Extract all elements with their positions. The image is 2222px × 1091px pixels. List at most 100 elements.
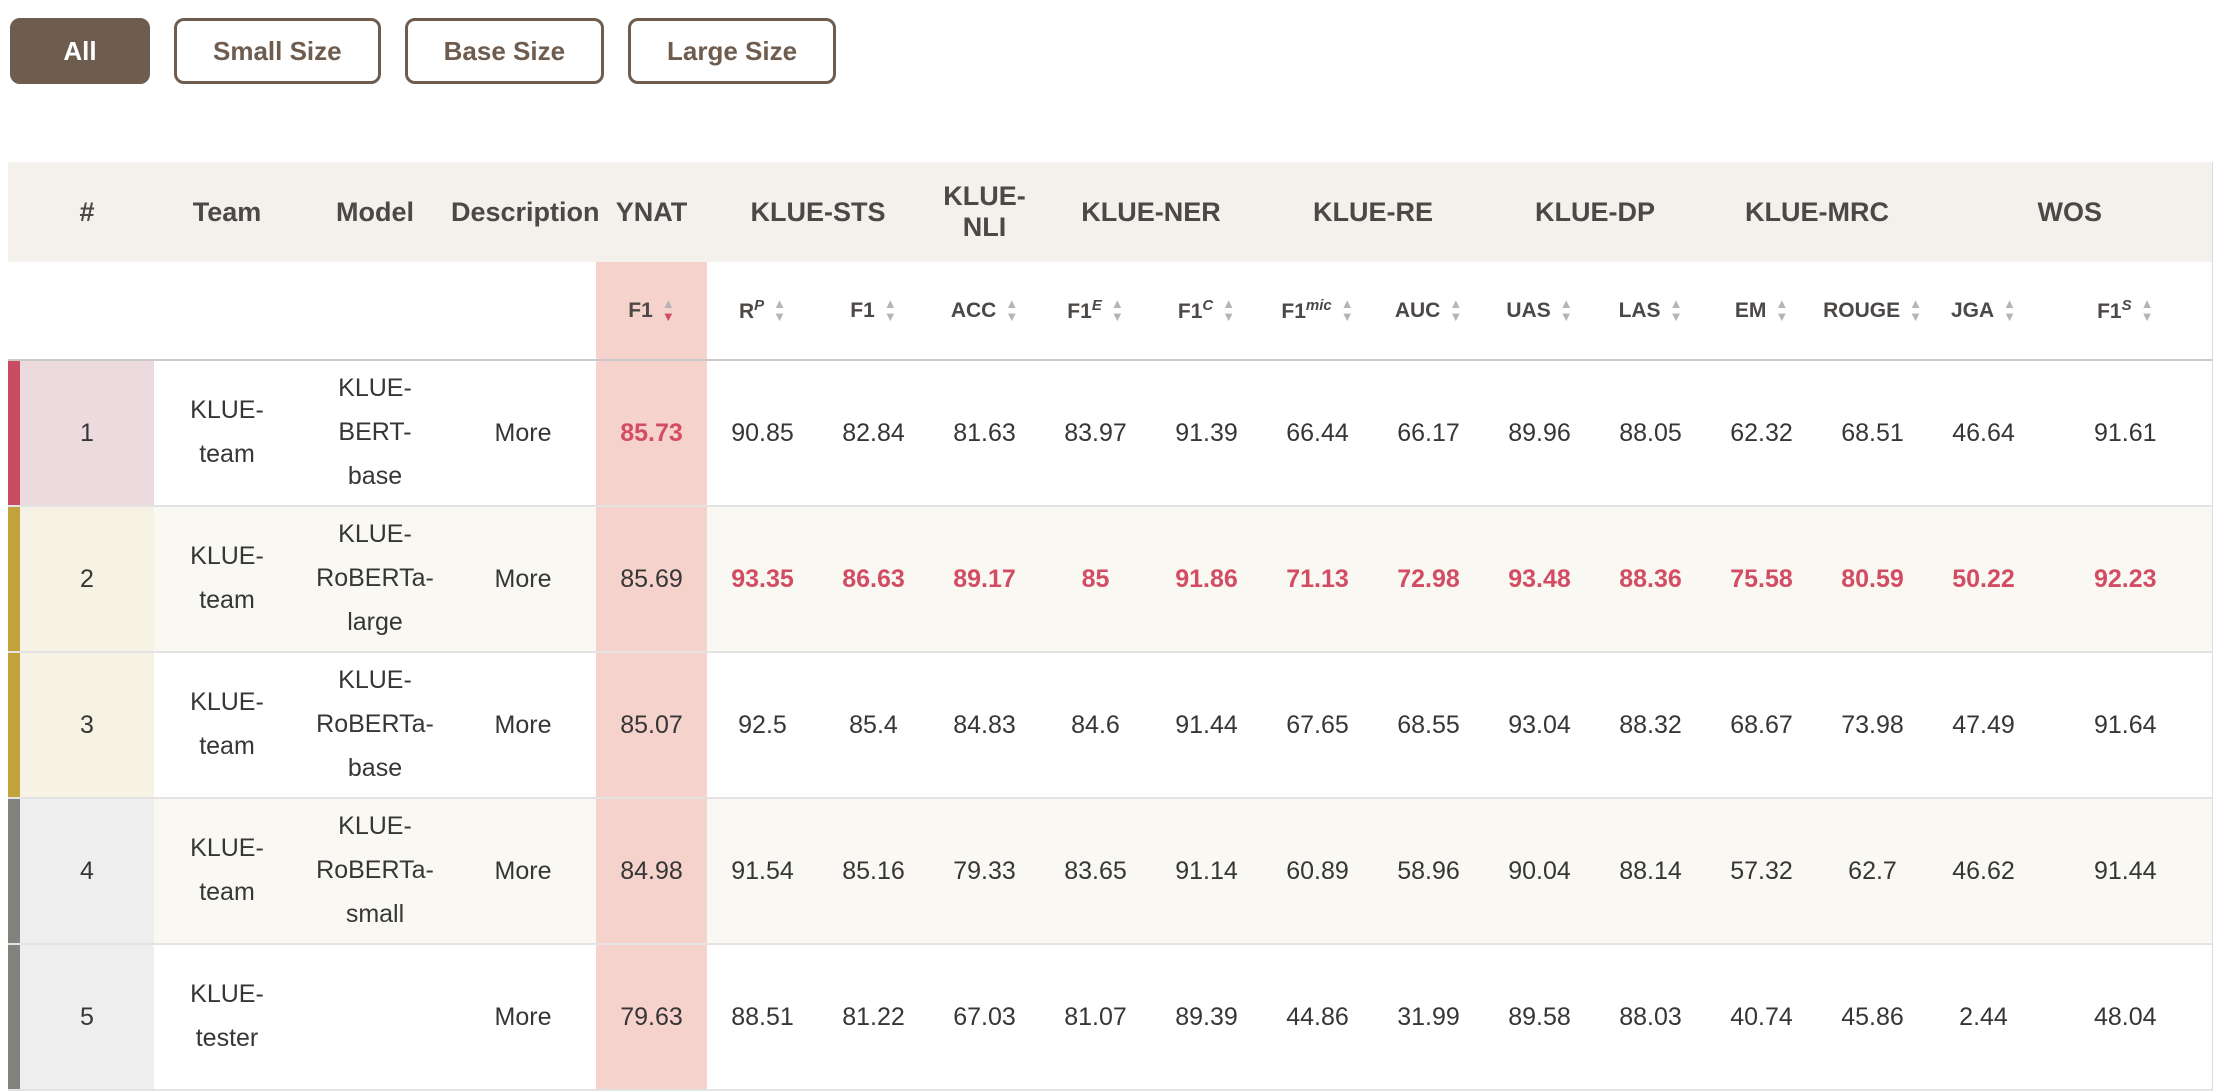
metric-header-content: JGA ▲ ▼ [1929, 296, 2038, 324]
filter-button-all[interactable]: All [10, 18, 150, 84]
description-cell: More [450, 652, 596, 799]
sort-desc-icon[interactable]: ▼ [1775, 309, 1789, 324]
value-cell: 71.13 [1262, 506, 1373, 653]
metric-label: F1S [2097, 297, 2132, 323]
sort-desc-icon[interactable]: ▼ [1559, 309, 1573, 324]
sort-desc-icon[interactable]: ▼ [1005, 309, 1019, 324]
sort-control[interactable]: ▲ ▼ [1222, 296, 1236, 324]
sort-control[interactable]: ▲ ▼ [1669, 296, 1683, 324]
filter-button-small-size[interactable]: Small Size [174, 18, 381, 84]
sort-desc-icon[interactable]: ▼ [773, 309, 787, 324]
description-more-link[interactable]: More [494, 1002, 552, 1031]
sort-desc-icon[interactable]: ▼ [1449, 309, 1463, 324]
sort-asc-icon[interactable]: ▲ [773, 296, 787, 311]
filter-button-base-size[interactable]: Base Size [404, 18, 605, 84]
metric-header-content: F1 ▲ ▼ [597, 296, 706, 324]
sort-control[interactable]: ▲ ▼ [1559, 296, 1573, 324]
description-more-link[interactable]: More [494, 418, 552, 447]
value-cell: 88.14 [1595, 798, 1706, 945]
description-cell: More [450, 798, 596, 945]
sort-control[interactable]: ▲ ▼ [1110, 296, 1124, 324]
metric-row-spacer [8, 262, 596, 361]
sort-desc-icon[interactable]: ▼ [661, 309, 675, 324]
sort-desc-icon[interactable]: ▼ [1669, 309, 1683, 324]
sort-control[interactable]: ▲ ▼ [1005, 296, 1019, 324]
sort-control[interactable]: ▲ ▼ [1775, 296, 1789, 324]
metric-header-f1s-13[interactable]: F1S ▲ ▼ [2039, 262, 2213, 361]
sort-asc-icon[interactable]: ▲ [2140, 296, 2154, 311]
metric-header-auc-7[interactable]: AUC ▲ ▼ [1373, 262, 1484, 361]
sort-control[interactable]: ▲ ▼ [1340, 296, 1354, 324]
value-cell: 93.35 [707, 506, 818, 653]
team-cell: KLUE-team [154, 506, 300, 653]
metric-header-rouge-11[interactable]: ROUGE ▲ ▼ [1817, 262, 1929, 361]
sort-asc-icon[interactable]: ▲ [1005, 296, 1019, 311]
sort-control[interactable]: ▲ ▼ [1909, 296, 1922, 324]
sort-asc-icon[interactable]: ▲ [1222, 296, 1236, 311]
value-cell: 93.04 [1484, 652, 1595, 799]
value-cell: 62.7 [1817, 798, 1929, 945]
value-cell: 84.6 [1040, 652, 1151, 799]
sort-desc-icon[interactable]: ▼ [1340, 309, 1354, 324]
description-cell: More [450, 944, 596, 1091]
sort-desc-icon[interactable]: ▼ [883, 309, 897, 324]
metric-label: JGA [1950, 298, 1995, 322]
value-cell: 81.63 [929, 360, 1040, 507]
sort-control[interactable]: ▲ ▼ [773, 296, 787, 324]
sort-control[interactable]: ▲ ▼ [883, 296, 897, 324]
metric-header-f1e-4[interactable]: F1E ▲ ▼ [1040, 262, 1151, 361]
sort-control[interactable]: ▲ ▼ [2140, 296, 2154, 324]
sort-desc-icon[interactable]: ▼ [1110, 309, 1124, 324]
value-cell: 91.14 [1151, 798, 1262, 945]
sort-control[interactable]: ▲ ▼ [2003, 296, 2017, 324]
metric-header-f1-0[interactable]: F1 ▲ ▼ [596, 262, 707, 361]
sort-desc-icon[interactable]: ▼ [1909, 309, 1922, 324]
metric-header-acc-3[interactable]: ACC ▲ ▼ [929, 262, 1040, 361]
filter-button-large-size[interactable]: Large Size [628, 18, 837, 84]
sort-desc-icon[interactable]: ▼ [2140, 309, 2154, 324]
metric-header-rp-1[interactable]: RP ▲ ▼ [707, 262, 818, 361]
sort-asc-icon[interactable]: ▲ [1669, 296, 1683, 311]
metric-label: UAS [1506, 298, 1551, 322]
metric-header-content: UAS ▲ ▼ [1485, 296, 1594, 324]
description-more-link[interactable]: More [494, 564, 552, 593]
metric-header-content: F1E ▲ ▼ [1041, 297, 1150, 324]
metric-header-em-10[interactable]: EM ▲ ▼ [1706, 262, 1817, 361]
value-cell: 88.03 [1595, 944, 1706, 1091]
sort-asc-icon[interactable]: ▲ [1340, 296, 1354, 311]
sort-asc-icon[interactable]: ▲ [2003, 296, 2017, 311]
value-cell: 66.44 [1262, 360, 1373, 507]
value-cell: 91.44 [2039, 798, 2213, 945]
metric-header-uas-8[interactable]: UAS ▲ ▼ [1484, 262, 1595, 361]
metric-header-jga-12[interactable]: JGA ▲ ▼ [1928, 262, 2040, 361]
sort-asc-icon[interactable]: ▲ [883, 296, 897, 311]
sort-asc-icon[interactable]: ▲ [1559, 296, 1573, 311]
metric-header-las-9[interactable]: LAS ▲ ▼ [1595, 262, 1706, 361]
metric-header-content: EM ▲ ▼ [1707, 296, 1816, 324]
sort-control[interactable]: ▲ ▼ [661, 296, 675, 324]
column-group-klue-mrc: KLUE-MRC [1706, 162, 1929, 262]
value-cell: 79.33 [929, 798, 1040, 945]
rank-cell: 2 [20, 506, 154, 653]
value-cell: 81.22 [818, 944, 929, 1091]
metric-label: F1 [628, 298, 653, 322]
sort-asc-icon[interactable]: ▲ [1909, 296, 1922, 311]
sort-asc-icon[interactable]: ▲ [1110, 296, 1124, 311]
value-cell: 62.32 [1706, 360, 1817, 507]
metric-header-f1c-5[interactable]: F1C ▲ ▼ [1151, 262, 1262, 361]
description-more-link[interactable]: More [494, 710, 552, 739]
metric-header-f1mic-6[interactable]: F1mic ▲ ▼ [1262, 262, 1373, 361]
metric-header-f1-2[interactable]: F1 ▲ ▼ [818, 262, 929, 361]
value-cell: 91.86 [1151, 506, 1262, 653]
description-more-link[interactable]: More [494, 856, 552, 885]
column-group-klue-dp: KLUE-DP [1484, 162, 1706, 262]
value-cell: 89.96 [1484, 360, 1595, 507]
value-cell: 92.5 [707, 652, 818, 799]
sort-asc-icon[interactable]: ▲ [1449, 296, 1463, 311]
sort-control[interactable]: ▲ ▼ [1449, 296, 1463, 324]
sort-desc-icon[interactable]: ▼ [2003, 309, 2017, 324]
sort-asc-icon[interactable]: ▲ [661, 296, 675, 311]
sort-asc-icon[interactable]: ▲ [1775, 296, 1789, 311]
sort-desc-icon[interactable]: ▼ [1222, 309, 1236, 324]
rank-cell: 5 [20, 944, 154, 1091]
